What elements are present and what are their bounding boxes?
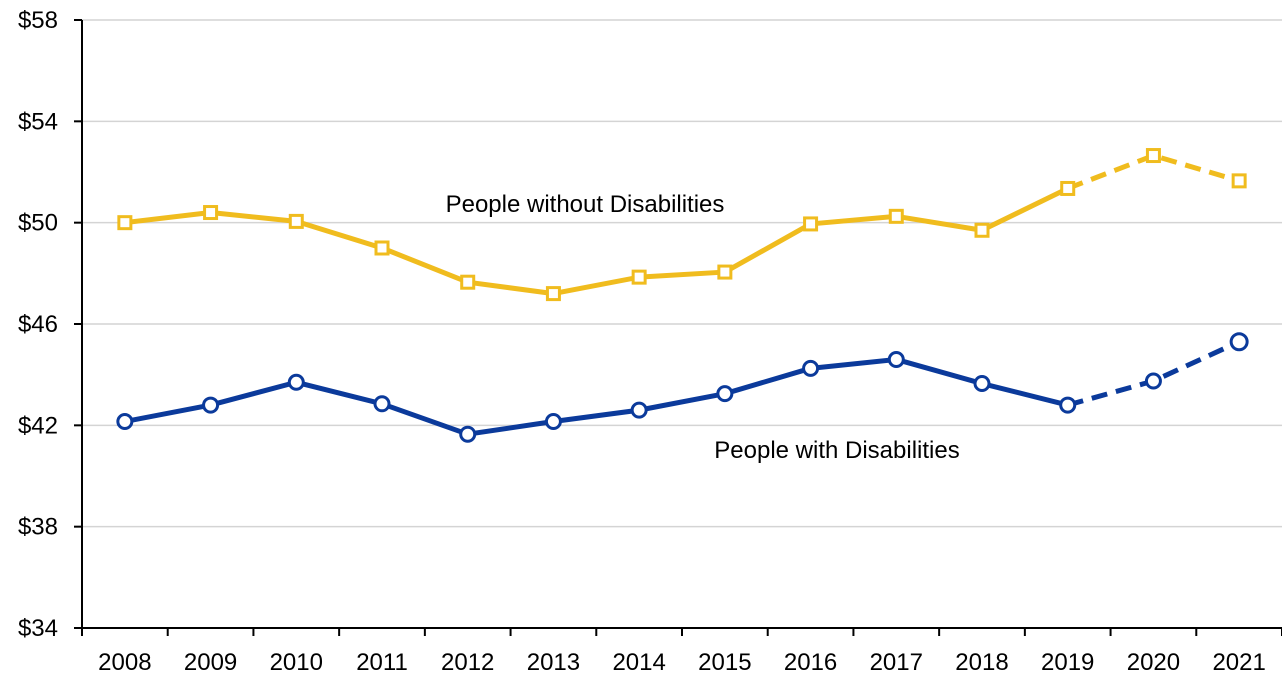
data-point [888,208,904,224]
data-point [202,396,220,414]
data-point [373,395,391,413]
y-tick-label: $38 [18,514,58,541]
x-tick-label: 2017 [870,649,923,675]
x-tick-label: 2008 [98,649,151,675]
data-point [203,205,219,221]
data-point [630,401,648,419]
x-tick-label: 2016 [784,649,837,675]
data-point [544,413,562,431]
x-tick-label: 2015 [698,649,751,675]
data-point [1145,148,1161,164]
data-point [803,216,819,232]
data-point [1059,396,1077,414]
data-point [717,264,733,280]
x-tick-label: 2020 [1127,649,1180,675]
data-point [887,350,905,368]
x-tick-label: 2009 [184,649,237,675]
gridlines [82,19,1282,528]
data-point [374,240,390,256]
data-point [545,286,561,302]
x-tick-label: 2011 [356,649,408,675]
data-point [1229,332,1249,352]
y-tick-label: $46 [18,311,58,338]
data-point [1144,372,1162,390]
y-tick-label: $34 [18,615,58,642]
data-point [974,222,990,238]
series-label-with-disabilities: People with Disabilities [714,437,959,464]
y-tick-label: $58 [18,7,58,34]
x-tick-label: 2010 [270,649,323,675]
series-without-disabilities [117,148,1247,302]
y-tick-label: $42 [18,412,58,439]
data-point [631,269,647,285]
data-point [459,425,477,443]
x-tick-label: 2021 [1212,649,1265,675]
series-with-disabilities [116,332,1249,443]
series-layer [116,148,1249,443]
data-point [1231,173,1247,189]
y-tick-label: $54 [18,108,58,135]
x-tick-label: 2019 [1041,649,1094,675]
series-labels: People without Disabilities People with … [446,191,960,464]
data-point [288,213,304,229]
data-point [287,373,305,391]
data-point [1060,180,1076,196]
data-point [117,215,133,231]
series-label-without-disabilities: People without Disabilities [446,191,725,218]
data-point [116,413,134,431]
axes: $34 $38 $42 $46 $50 $54 $58 2008 2009 2010 2011 201… [18,7,1282,676]
x-tick-label: 2018 [955,649,1008,675]
x-tick-label: 2014 [612,649,665,675]
series-line-solid [124,186,1069,297]
data-point [716,385,734,403]
data-point [973,375,991,393]
data-point [802,359,820,377]
x-tick-label: 2012 [441,649,494,675]
series-line-solid [124,356,1069,437]
series-line-dashed [1066,153,1240,191]
data-point [460,274,476,290]
y-tick-label: $50 [18,210,58,237]
x-tick-label: 2013 [527,649,580,675]
